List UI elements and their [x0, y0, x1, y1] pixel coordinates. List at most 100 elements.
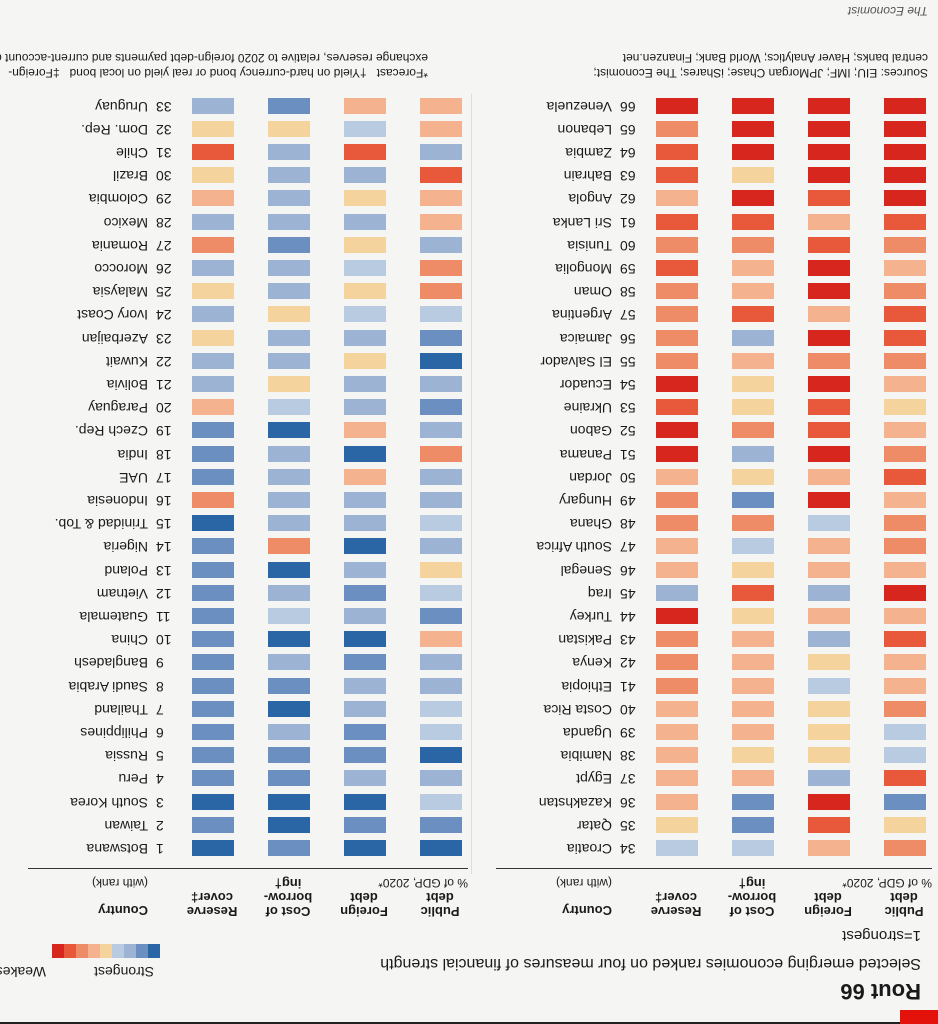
rating-cell: [344, 700, 386, 717]
country-rank: 48: [620, 516, 636, 533]
rating-cell: [884, 352, 926, 369]
rating-cell: [420, 422, 462, 439]
rating-cell: [732, 422, 774, 439]
country-name: Guatemala: [79, 609, 148, 625]
rating-cell: [192, 724, 234, 740]
country-name: Ethiopia: [561, 678, 612, 695]
rating-cell: [268, 538, 310, 555]
country-rank: 13: [156, 562, 172, 579]
rating-cell: [808, 144, 850, 160]
rating-cell: [732, 584, 774, 601]
rating-cell: [808, 329, 850, 346]
rating-cell: [732, 236, 774, 253]
rating-cell: [732, 654, 774, 671]
country-rank: 60: [620, 237, 636, 254]
rating-cell: [420, 283, 462, 300]
country-name: Venezuela: [546, 98, 612, 115]
rating-cell: [192, 515, 234, 532]
country-name: China: [111, 632, 148, 649]
rating-cell: [656, 144, 698, 160]
rating-cell: [344, 538, 386, 555]
country-rank: 15: [156, 516, 172, 533]
country-rank: 29: [156, 191, 172, 208]
rating-cell: [268, 584, 310, 601]
rating-cell: [192, 97, 234, 114]
rating-cell: [192, 631, 234, 648]
rating-cell: [420, 654, 462, 671]
rating-cell: [808, 724, 850, 740]
rating-cell: [192, 399, 234, 416]
country-rank: 51: [620, 446, 636, 463]
rating-cell: [808, 654, 850, 671]
rating-cell: [344, 840, 386, 856]
rating-cell: [268, 770, 310, 787]
rating-cell: [656, 468, 698, 485]
rating-cell: [884, 445, 926, 462]
rating-cell: [884, 306, 926, 323]
rating-cell: [192, 283, 234, 300]
rating-cell: [732, 306, 774, 323]
rating-cell: [808, 677, 850, 694]
rating-cell: [420, 306, 462, 323]
rating-cell: [268, 260, 310, 276]
country-rank: 65: [620, 121, 636, 138]
rating-cell: [656, 608, 698, 624]
rating-cell: [884, 213, 926, 230]
rating-cell: [344, 816, 386, 833]
legend-swatch: [124, 944, 136, 958]
header-foreign-debt: Foreign debt: [804, 890, 852, 919]
rating-cell: [884, 167, 926, 184]
rating-cell: [884, 283, 926, 300]
rating-cell: [808, 631, 850, 648]
rating-cell: [420, 260, 462, 276]
country-name: Russia: [105, 748, 148, 765]
rating-cell: [808, 167, 850, 184]
country-name: Philippines: [80, 725, 148, 741]
country-name: Gabon: [569, 423, 612, 440]
rating-cell: [656, 236, 698, 253]
legend-swatch: [88, 944, 100, 958]
rating-cell: [808, 120, 850, 137]
rating-cell: [344, 376, 386, 392]
rating-cell: [344, 144, 386, 160]
rating-cell: [884, 120, 926, 137]
country-rank: 31: [156, 145, 172, 161]
country-name: Ukraine: [563, 400, 612, 417]
rating-cell: [420, 515, 462, 532]
rating-cell: [420, 468, 462, 485]
rating-cell: [808, 747, 850, 764]
legend-swatch: [112, 944, 124, 958]
country-rank: 55: [620, 353, 636, 370]
rating-cell: [884, 770, 926, 787]
rating-cell: [808, 422, 850, 439]
country-rank: 34: [620, 841, 636, 857]
rating-cell: [420, 584, 462, 601]
rating-cell: [884, 492, 926, 508]
legend-swatch: [100, 944, 112, 958]
rating-cell: [344, 654, 386, 671]
country-rank: 56: [620, 330, 636, 347]
rating-cell: [420, 190, 462, 207]
country-name: Colombia: [88, 191, 148, 208]
rating-cell: [808, 608, 850, 624]
country-rank: 30: [156, 168, 172, 185]
rating-cell: [732, 144, 774, 160]
rating-cell: [884, 144, 926, 160]
rating-cell: [268, 144, 310, 160]
country-name: Qatar: [576, 817, 612, 834]
footnotes: *Forecast †Yield on hard-currency bond o…: [0, 51, 428, 80]
rating-cell: [268, 793, 310, 810]
rating-cell: [732, 747, 774, 764]
rating-cell: [420, 167, 462, 184]
country-name: Egypt: [576, 771, 612, 788]
rating-cell: [192, 747, 234, 764]
rating-cell: [808, 538, 850, 555]
country-name: Tunisia: [567, 237, 612, 254]
country-name: Mongolia: [555, 261, 612, 277]
header-country: Country: [98, 903, 148, 918]
rating-cell: [192, 840, 234, 856]
rating-cell: [420, 492, 462, 508]
rating-cell: [808, 213, 850, 230]
rating-cell: [884, 793, 926, 810]
country-rank: 50: [620, 469, 636, 486]
